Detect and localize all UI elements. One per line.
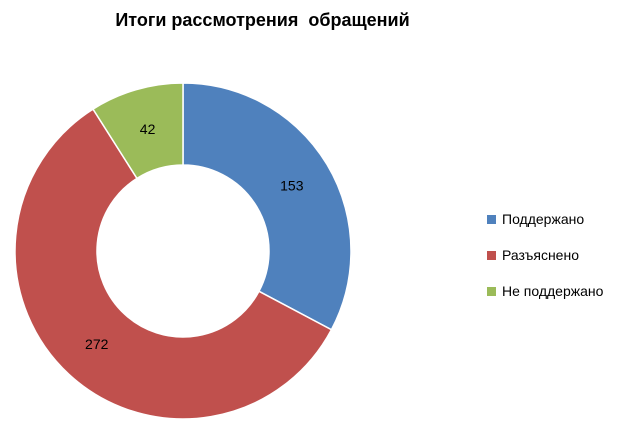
slice-разъяснено bbox=[14, 108, 333, 420]
legend: Поддержано Разъяснено Не поддержано bbox=[487, 209, 603, 317]
legend-label: Не поддержано bbox=[502, 283, 604, 299]
chart-title: Итоги рассмотрения обращений bbox=[115, 10, 410, 30]
legend-label: Поддержано bbox=[502, 211, 585, 227]
slice-поддержано bbox=[182, 82, 352, 331]
legend-swatch bbox=[487, 286, 496, 296]
legend-swatch bbox=[487, 214, 496, 224]
data-labels-group: 153 272 42 bbox=[85, 121, 304, 352]
legend-item: Не поддержано bbox=[487, 281, 603, 301]
data-label-3: 42 bbox=[140, 121, 156, 137]
slice-не-поддержано bbox=[92, 82, 184, 180]
legend-label: Разъяснено bbox=[502, 247, 579, 263]
legend-swatch bbox=[487, 250, 496, 260]
legend-item: Поддержано bbox=[487, 209, 603, 229]
slices-group bbox=[14, 82, 352, 420]
data-label-1: 153 bbox=[280, 178, 304, 194]
data-label-2: 272 bbox=[85, 336, 109, 352]
legend-item: Разъяснено bbox=[487, 245, 603, 265]
